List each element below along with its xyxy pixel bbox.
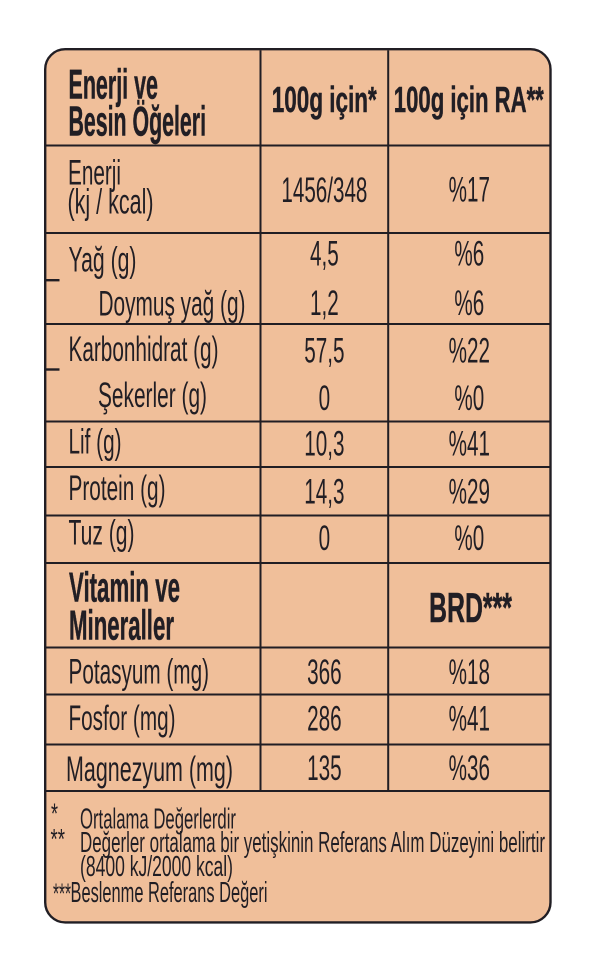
svg-text:%17: %17 (449, 171, 490, 210)
svg-text:286: 286 (307, 700, 342, 739)
svg-text:Vitamin ve: Vitamin ve (69, 564, 180, 611)
svg-text:(8400 kJ/2000 kcal): (8400 kJ/2000 kcal) (80, 851, 233, 883)
svg-text:*: * (51, 799, 58, 831)
svg-text:Karbonhidrat (g): Karbonhidrat (g) (69, 330, 219, 369)
svg-text:14,3: 14,3 (304, 473, 344, 512)
svg-text:%22: %22 (449, 332, 490, 371)
svg-text:Doymuş yağ (g): Doymuş yağ (g) (99, 285, 246, 324)
svg-text:Magnezyum (mg): Magnezyum (mg) (66, 750, 233, 789)
svg-text:Tuz (g): Tuz (g) (69, 514, 135, 553)
svg-text:366: 366 (307, 653, 342, 692)
svg-text:Potasyum (mg): Potasyum (mg) (69, 653, 210, 692)
svg-text:0: 0 (319, 379, 331, 418)
svg-text:Protein (g): Protein (g) (69, 469, 166, 508)
svg-text:%36: %36 (449, 749, 490, 788)
svg-text:135: 135 (307, 749, 342, 788)
svg-text:%6: %6 (454, 284, 484, 323)
svg-text:1,2: 1,2 (310, 284, 339, 323)
svg-text:%41: %41 (449, 700, 490, 739)
svg-text:Enerji: Enerji (68, 154, 121, 193)
svg-text:***: *** (53, 879, 71, 911)
svg-text:4,5: 4,5 (310, 235, 339, 274)
svg-text:Mineraller: Mineraller (69, 602, 174, 649)
svg-text:Beslenme Referans Değeri: Beslenme Referans Değeri (71, 877, 268, 909)
svg-text:Değerler ortalama bir yetişkin: Değerler ortalama bir yetişkinin Referan… (80, 827, 545, 859)
svg-text:Fosfor (mg): Fosfor (mg) (69, 699, 176, 738)
svg-text:%41: %41 (449, 425, 490, 464)
svg-text:(kj / kcal): (kj / kcal) (68, 183, 154, 222)
svg-text:Şekerler (g): Şekerler (g) (98, 376, 207, 415)
svg-text:Ortalama Değerlerdir: Ortalama Değerlerdir (80, 804, 236, 836)
svg-text:100g için*: 100g için* (272, 79, 377, 120)
svg-text:%0: %0 (454, 379, 484, 418)
svg-text:1456/348: 1456/348 (281, 171, 367, 210)
svg-text:%18: %18 (449, 653, 490, 692)
svg-text:Besin Öğeleri: Besin Öğeleri (69, 98, 207, 145)
svg-text:10,3: 10,3 (304, 425, 344, 464)
svg-text:%6: %6 (454, 235, 484, 274)
svg-text:BRD***: BRD*** (429, 584, 512, 631)
svg-text:%0: %0 (454, 519, 484, 558)
svg-text:57,5: 57,5 (304, 332, 344, 371)
svg-text:Yağ (g): Yağ (g) (69, 241, 137, 280)
svg-text:0: 0 (319, 519, 331, 558)
svg-text:**: ** (51, 824, 66, 856)
svg-text:%29: %29 (449, 473, 490, 512)
svg-text:Enerji ve: Enerji ve (69, 61, 159, 108)
svg-text:Lif (g): Lif (g) (69, 423, 122, 462)
svg-text:100g için RA**: 100g için RA** (394, 79, 544, 120)
